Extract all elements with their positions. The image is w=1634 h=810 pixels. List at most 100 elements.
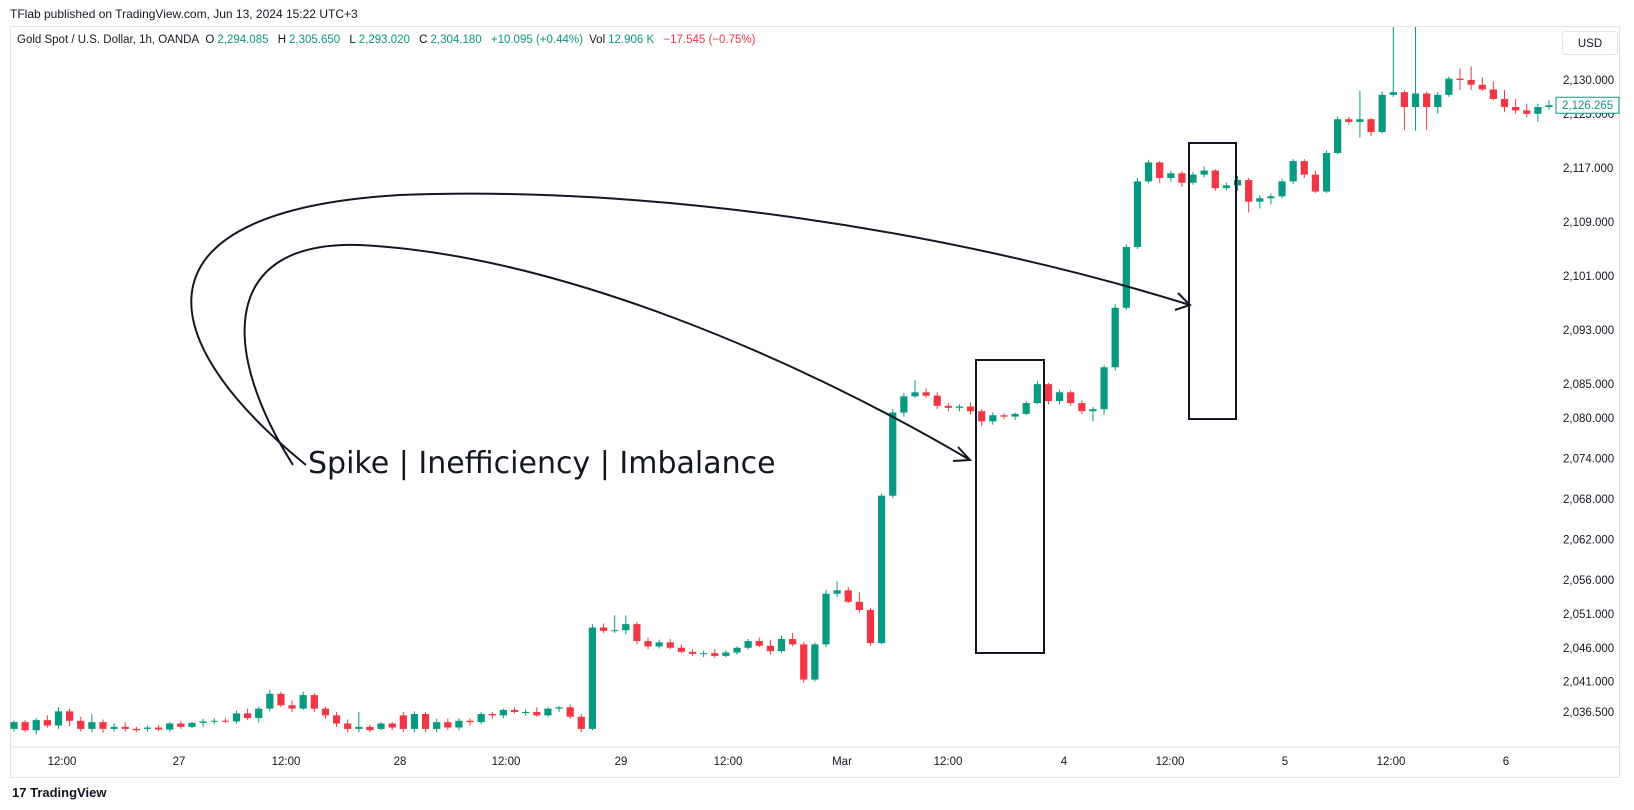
candle-body[interactable] xyxy=(1211,170,1219,189)
candle-body[interactable] xyxy=(299,695,307,709)
candle-body[interactable] xyxy=(143,727,152,729)
candle-body[interactable] xyxy=(944,405,952,408)
candle-body[interactable] xyxy=(1389,92,1397,95)
candle-body[interactable] xyxy=(199,721,207,723)
candle-body[interactable] xyxy=(43,720,51,726)
candle-body[interactable] xyxy=(166,723,174,730)
candle-body[interactable] xyxy=(344,723,352,729)
candle-body[interactable] xyxy=(266,693,274,709)
candle-body[interactable] xyxy=(1144,162,1153,182)
candle-body[interactable] xyxy=(733,647,741,653)
candle-body[interactable] xyxy=(399,715,407,729)
candle-body[interactable] xyxy=(700,653,708,655)
candle-body[interactable] xyxy=(533,712,541,716)
candle-body[interactable] xyxy=(933,395,941,406)
candle-body[interactable] xyxy=(966,406,975,412)
candle-body[interactable] xyxy=(955,406,964,408)
candle-body[interactable] xyxy=(544,708,552,716)
candle-body[interactable] xyxy=(911,392,919,397)
candle-body[interactable] xyxy=(99,722,107,729)
candle-body[interactable] xyxy=(421,714,430,729)
candle-body[interactable] xyxy=(1356,119,1364,122)
candle-body[interactable] xyxy=(210,720,218,722)
candle-body[interactable] xyxy=(588,627,597,729)
candle-body[interactable] xyxy=(154,727,163,730)
candle-body[interactable] xyxy=(1322,153,1331,192)
candle-body[interactable] xyxy=(1534,107,1542,114)
candle-body[interactable] xyxy=(410,714,419,729)
candle-body[interactable] xyxy=(1267,196,1275,199)
candle-body[interactable] xyxy=(1289,161,1297,182)
candle-body[interactable] xyxy=(10,722,18,729)
candle-body[interactable] xyxy=(555,707,563,709)
candle-body[interactable] xyxy=(1378,94,1386,133)
candle-body[interactable] xyxy=(1467,80,1475,85)
candle-body[interactable] xyxy=(1367,119,1375,133)
candle-body[interactable] xyxy=(88,722,96,729)
candle-body[interactable] xyxy=(277,693,285,706)
candle-body[interactable] xyxy=(1512,107,1520,111)
candle-body[interactable] xyxy=(666,642,674,648)
candle-body[interactable] xyxy=(332,715,341,724)
candle-body[interactable] xyxy=(110,726,118,729)
candle-body[interactable] xyxy=(1100,367,1108,410)
candle-body[interactable] xyxy=(978,411,986,422)
candle-body[interactable] xyxy=(844,590,852,602)
candle-body[interactable] xyxy=(755,641,763,646)
candle-body[interactable] xyxy=(822,593,830,645)
candle-body[interactable] xyxy=(1478,84,1486,90)
candle-body[interactable] xyxy=(1245,180,1253,202)
candle-body[interactable] xyxy=(777,638,786,652)
candle-body[interactable] xyxy=(1489,89,1497,99)
candle-body[interactable] xyxy=(77,720,85,729)
candle-body[interactable] xyxy=(232,713,241,722)
candle-body[interactable] xyxy=(1022,403,1030,414)
candle-body[interactable] xyxy=(288,705,296,709)
candle-body[interactable] xyxy=(1067,392,1075,404)
candle-body[interactable] xyxy=(444,722,452,728)
candle-body[interactable] xyxy=(1345,119,1353,122)
candle-body[interactable] xyxy=(433,722,441,729)
candle-body[interactable] xyxy=(32,720,40,731)
candle-body[interactable] xyxy=(1445,78,1453,95)
candle-body[interactable] xyxy=(1133,181,1142,247)
candle-body[interactable] xyxy=(455,720,463,728)
candle-body[interactable] xyxy=(866,609,875,644)
candle-body[interactable] xyxy=(1111,307,1119,368)
arrow-curve-long[interactable] xyxy=(190,192,1191,466)
candle-body[interactable] xyxy=(1300,161,1308,175)
candle-body[interactable] xyxy=(510,709,519,712)
candle-body[interactable] xyxy=(1256,198,1264,202)
candle-body[interactable] xyxy=(889,412,897,496)
candle-body[interactable] xyxy=(1200,170,1208,175)
imbalance-box-2[interactable] xyxy=(1188,142,1237,420)
candle-body[interactable] xyxy=(121,726,129,729)
candle-body[interactable] xyxy=(577,716,585,729)
candle-body[interactable] xyxy=(321,708,330,716)
candle-body[interactable] xyxy=(54,711,63,726)
candle-body[interactable] xyxy=(243,713,252,719)
candle-body[interactable] xyxy=(677,647,686,652)
candle-body[interactable] xyxy=(66,711,74,721)
symbol-title[interactable]: Gold Spot / U.S. Dollar, 1h, OANDA xyxy=(17,34,200,46)
candle-body[interactable] xyxy=(1278,181,1286,197)
candle-body[interactable] xyxy=(377,723,385,729)
candle-body[interactable] xyxy=(1500,98,1509,108)
candle-body[interactable] xyxy=(622,624,630,631)
candle-body[interactable] xyxy=(488,714,496,716)
candle-body[interactable] xyxy=(132,728,140,731)
candle-body[interactable] xyxy=(310,695,318,709)
candle-body[interactable] xyxy=(388,723,396,728)
candle-body[interactable] xyxy=(1000,415,1008,417)
candle-body[interactable] xyxy=(477,714,485,723)
candle-body[interactable] xyxy=(1411,93,1420,108)
candle-body[interactable] xyxy=(633,624,641,642)
candle-body[interactable] xyxy=(599,627,608,631)
candle-body[interactable] xyxy=(499,709,508,716)
candle-body[interactable] xyxy=(688,651,697,654)
arrow-curve-short[interactable] xyxy=(243,243,971,466)
candle-body[interactable] xyxy=(1167,173,1175,179)
currency-button[interactable]: USD xyxy=(1562,31,1618,55)
candle-body[interactable] xyxy=(188,722,196,727)
